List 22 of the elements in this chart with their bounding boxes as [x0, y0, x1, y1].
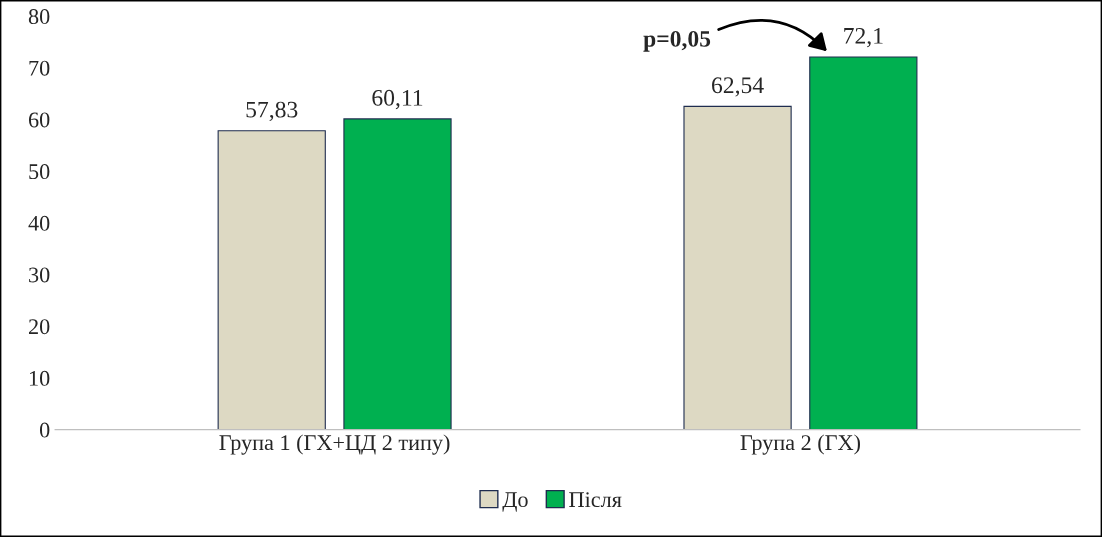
bar — [809, 56, 918, 430]
legend-label: До — [502, 492, 528, 512]
y-tick-label: 60 — [28, 112, 50, 128]
data-label: 57,83 — [246, 101, 298, 121]
y-tick-label: 70 — [29, 60, 50, 76]
x-tick-label: Група 1 (ГХ+ЦД 2 типу) — [219, 434, 450, 455]
y-tick-label: 80 — [28, 9, 50, 25]
bar — [683, 105, 792, 430]
data-label: 60,11 — [372, 89, 423, 110]
bar — [343, 118, 452, 430]
legend-label: Після — [569, 492, 622, 508]
y-tick-label: 40 — [28, 215, 50, 231]
y-tick-label: 30 — [29, 267, 50, 283]
data-label: 62,54 — [712, 77, 764, 97]
annotation: p=0,05 — [643, 30, 711, 52]
y-tick-label: 50 — [29, 164, 50, 180]
x-tick-label: Група 2 (ГХ) — [740, 434, 860, 455]
bar — [217, 130, 326, 430]
data-label: 72,1 — [844, 27, 883, 48]
y-tick-label: 20 — [28, 319, 50, 335]
y-tick-label: 10 — [29, 370, 50, 386]
y-tick-label: 0 — [39, 422, 50, 438]
